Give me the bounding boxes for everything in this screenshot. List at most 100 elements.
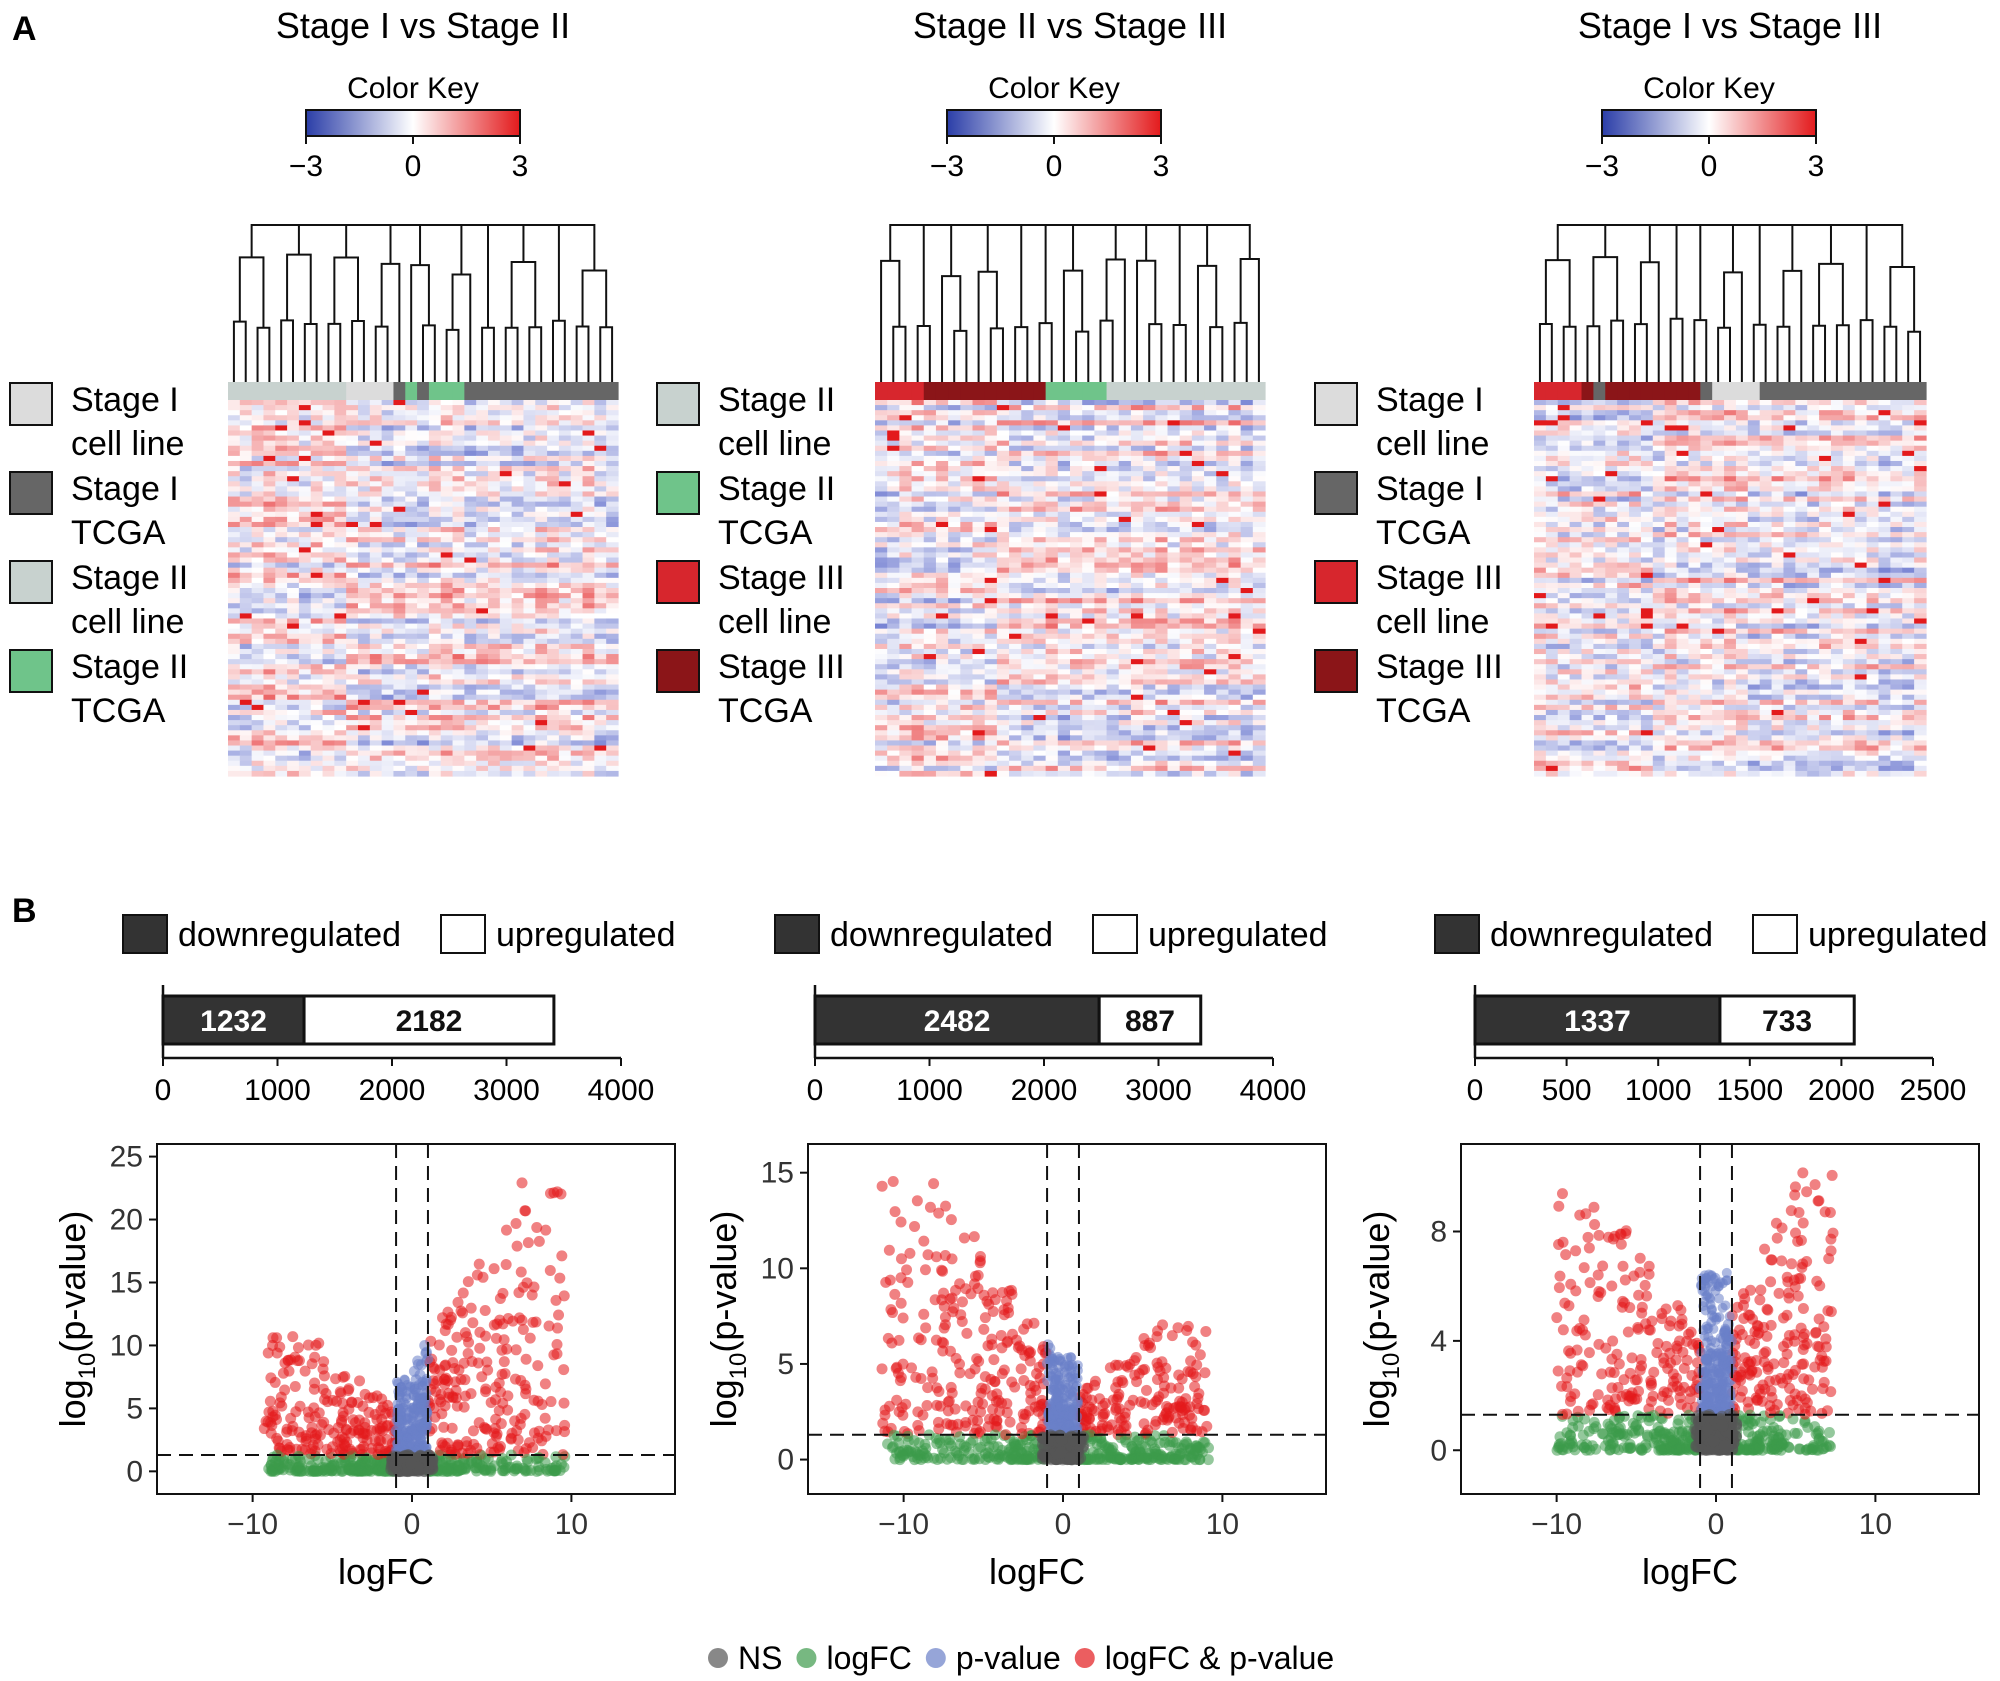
heatmap-cell — [1106, 740, 1120, 747]
heatmap-cell — [428, 709, 442, 716]
heatmap-cell — [275, 765, 288, 772]
heatmap-cell — [1191, 430, 1205, 437]
heatmap-cell — [1216, 740, 1230, 747]
heatmap-cell — [405, 623, 418, 630]
heatmap-cell — [251, 669, 265, 675]
heatmap-cell — [1143, 659, 1156, 665]
heatmap-cell — [310, 440, 324, 447]
heatmap-cell — [1252, 496, 1266, 503]
legend-swatch — [9, 382, 53, 426]
heatmap-cell — [263, 760, 276, 767]
annotation-cell — [298, 382, 312, 400]
heatmap-cell — [287, 638, 300, 645]
heatmap-cell — [1070, 582, 1083, 589]
heatmap-cell — [322, 618, 335, 625]
heatmap-cell — [381, 603, 395, 609]
heatmap-cell — [1252, 415, 1266, 421]
heatmap-cell — [547, 770, 560, 777]
heatmap-cell — [452, 709, 465, 716]
heatmap-cell — [1155, 755, 1169, 762]
heatmap-cell — [535, 471, 548, 477]
heatmap-cell — [1106, 552, 1120, 559]
heatmap-cell — [405, 552, 418, 559]
annotation-cell — [381, 382, 395, 400]
annotation-cell — [1070, 382, 1083, 400]
heatmap-cell — [393, 455, 406, 462]
heatmap-cell — [381, 415, 395, 421]
heatmap-cell — [547, 740, 560, 747]
heatmap-cell — [1094, 704, 1108, 711]
heatmap-cell — [1021, 521, 1035, 528]
heatmap-cell — [1057, 689, 1071, 696]
heatmap-cell — [1216, 760, 1230, 767]
heatmap-cell — [464, 684, 477, 691]
heatmap-cell — [228, 765, 241, 772]
heatmap-cell — [1191, 720, 1205, 726]
heatmap-cell — [298, 745, 312, 752]
heatmap-cell — [1021, 466, 1035, 472]
heatmap-cell — [594, 709, 607, 716]
heatmap-cell — [228, 542, 241, 548]
heatmap-cell — [535, 415, 548, 421]
heatmap-cell — [263, 669, 276, 675]
heatmap-cell — [1033, 699, 1047, 706]
heatmap-cell — [393, 521, 406, 528]
heatmap-cell — [346, 486, 359, 493]
heatmap-cell — [1057, 613, 1071, 620]
heatmap-cell — [239, 552, 253, 559]
heatmap-cell — [1191, 582, 1205, 589]
heatmap-cell — [263, 425, 276, 432]
heatmap-cell — [476, 745, 489, 752]
heatmap-cell — [322, 506, 335, 513]
heatmap-cell — [358, 669, 371, 675]
heatmap-cell — [239, 674, 253, 681]
heatmap-cell — [334, 400, 347, 406]
heatmap-cell — [1191, 400, 1205, 406]
heatmap-cell — [948, 400, 961, 406]
heatmap-cell — [1106, 425, 1120, 432]
dendrogram-branch — [892, 325, 907, 382]
heatmap-cell — [511, 760, 525, 767]
heatmap-cell — [594, 542, 607, 548]
heatmap-cell — [1228, 481, 1242, 487]
heatmap-cell — [287, 618, 300, 625]
heatmap-cell — [1155, 562, 1169, 569]
heatmap-cell — [464, 623, 477, 630]
heatmap-cell — [1204, 765, 1217, 772]
heatmap-cell — [887, 415, 900, 421]
heatmap-cell — [1216, 725, 1230, 731]
heatmap-cell — [251, 709, 265, 716]
heatmap-cell — [558, 740, 572, 747]
heatmap-cell — [1130, 471, 1144, 477]
heatmap-cell — [570, 471, 584, 477]
heatmap-cell — [263, 674, 276, 681]
heatmap-cell — [911, 516, 925, 523]
heatmap-cell — [594, 440, 607, 447]
heatmap-cell — [417, 725, 430, 731]
heatmap-cell — [948, 709, 961, 716]
heatmap-cell — [911, 709, 925, 716]
heatmap-cell — [228, 588, 241, 594]
heatmap-cell — [1204, 735, 1217, 742]
heatmap-cell — [440, 593, 454, 599]
heatmap-cell — [899, 770, 913, 777]
heatmap-cell — [1240, 425, 1254, 432]
heatmap-cell — [948, 516, 961, 523]
heatmap-cell — [428, 420, 442, 427]
heatmap-cell — [547, 638, 560, 645]
heatmap-cell — [996, 527, 1010, 533]
heatmap-cell — [417, 430, 430, 437]
heatmap-cell — [1179, 532, 1193, 538]
heatmap-cell — [1252, 521, 1266, 528]
heatmap-cell — [1045, 633, 1059, 640]
heatmap-cell — [960, 654, 974, 660]
heatmap-cell — [239, 654, 253, 660]
heatmap-cell — [582, 460, 595, 467]
heatmap-cell — [428, 521, 442, 528]
heatmap-cell — [239, 603, 253, 609]
heatmap-cell — [287, 425, 300, 432]
heatmap-cell — [996, 516, 1010, 523]
heatmap-cell — [523, 455, 536, 462]
heatmap-cell — [251, 715, 265, 721]
heatmap-cell — [984, 618, 998, 625]
